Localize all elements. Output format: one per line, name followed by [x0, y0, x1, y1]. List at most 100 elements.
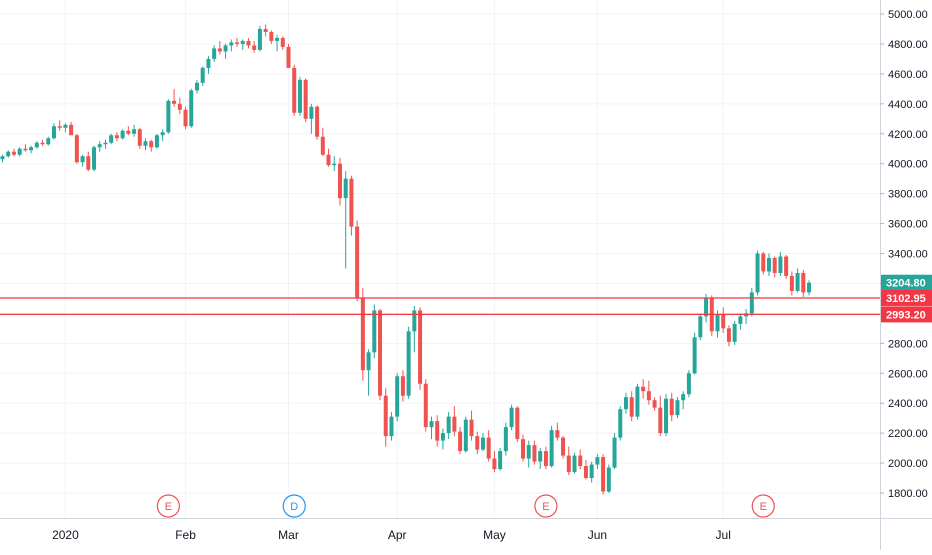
candle[interactable] — [309, 103, 314, 134]
candle[interactable] — [452, 406, 457, 437]
candle[interactable] — [297, 76, 302, 116]
candle[interactable] — [652, 397, 657, 411]
candle[interactable] — [63, 123, 68, 133]
event-marker[interactable]: E — [156, 494, 180, 518]
candle[interactable] — [149, 139, 154, 152]
candle[interactable] — [509, 404, 514, 431]
candle[interactable] — [80, 154, 85, 167]
candle[interactable] — [292, 64, 297, 116]
candle[interactable] — [406, 326, 411, 399]
candle[interactable] — [34, 141, 39, 149]
candle[interactable] — [46, 136, 51, 146]
candle[interactable] — [543, 446, 548, 470]
candle[interactable] — [778, 252, 783, 276]
candle[interactable] — [126, 126, 131, 136]
candle[interactable] — [29, 145, 34, 154]
candle[interactable] — [475, 431, 480, 455]
candle[interactable] — [789, 271, 794, 296]
candle[interactable] — [17, 147, 22, 157]
candle[interactable] — [755, 250, 760, 296]
candle[interactable] — [137, 127, 142, 149]
candle[interactable] — [252, 40, 257, 53]
candle[interactable] — [355, 220, 360, 302]
candle[interactable] — [606, 464, 611, 493]
candle[interactable] — [623, 392, 628, 414]
candle[interactable] — [326, 148, 331, 167]
candle[interactable] — [807, 280, 812, 296]
candle[interactable] — [11, 148, 16, 157]
candle[interactable] — [635, 383, 640, 420]
candle[interactable] — [801, 269, 806, 297]
candle[interactable] — [469, 410, 474, 441]
candle[interactable] — [166, 99, 171, 134]
candle[interactable] — [86, 151, 91, 172]
candle[interactable] — [521, 434, 526, 462]
candle[interactable] — [440, 428, 445, 450]
event-marker[interactable]: E — [751, 494, 775, 518]
candle[interactable] — [235, 37, 240, 47]
candle[interactable] — [240, 39, 245, 50]
candle[interactable] — [458, 427, 463, 455]
candle[interactable] — [435, 415, 440, 447]
candle[interactable] — [549, 425, 554, 468]
candle[interactable] — [395, 373, 400, 422]
candle[interactable] — [532, 440, 537, 465]
candle[interactable] — [686, 370, 691, 398]
candle[interactable] — [795, 268, 800, 293]
candle[interactable] — [349, 175, 354, 236]
candle[interactable] — [578, 449, 583, 470]
candle[interactable] — [555, 422, 560, 441]
candle[interactable] — [658, 395, 663, 437]
candle[interactable] — [692, 332, 697, 375]
candle[interactable] — [263, 24, 268, 37]
candle[interactable] — [641, 379, 646, 399]
candle[interactable] — [189, 88, 194, 128]
candle[interactable] — [40, 139, 45, 146]
candle[interactable] — [646, 380, 651, 405]
candle[interactable] — [69, 121, 74, 136]
candle[interactable] — [200, 66, 205, 86]
candle[interactable] — [269, 30, 274, 44]
candle[interactable] — [172, 88, 177, 107]
candle[interactable] — [23, 144, 28, 152]
candle[interactable] — [360, 287, 365, 381]
candle[interactable] — [57, 120, 62, 131]
candle[interactable] — [378, 308, 383, 401]
candle[interactable] — [366, 349, 371, 396]
candle[interactable] — [561, 436, 566, 459]
candle[interactable] — [726, 325, 731, 347]
candle[interactable] — [664, 394, 669, 437]
candle[interactable] — [280, 36, 285, 50]
candle[interactable] — [589, 461, 594, 483]
candle[interactable] — [246, 37, 251, 49]
candle[interactable] — [749, 287, 754, 317]
candle[interactable] — [372, 304, 377, 359]
candle[interactable] — [761, 252, 766, 275]
candle[interactable] — [343, 171, 348, 269]
candle[interactable] — [194, 79, 199, 94]
candle[interactable] — [480, 433, 485, 452]
candle[interactable] — [0, 154, 5, 163]
candle[interactable] — [612, 433, 617, 470]
candle[interactable] — [423, 379, 428, 432]
candle[interactable] — [315, 105, 320, 140]
candle[interactable] — [92, 145, 97, 172]
candle[interactable] — [337, 157, 342, 206]
candle[interactable] — [618, 406, 623, 441]
candle[interactable] — [721, 307, 726, 333]
candle[interactable] — [595, 454, 600, 470]
candle[interactable] — [486, 430, 491, 462]
candle[interactable] — [629, 391, 634, 422]
candle[interactable] — [143, 138, 148, 151]
candle[interactable] — [332, 156, 337, 172]
candle[interactable] — [383, 388, 388, 447]
candle[interactable] — [114, 132, 119, 142]
candle[interactable] — [320, 127, 325, 157]
candle[interactable] — [412, 305, 417, 353]
candle[interactable] — [177, 97, 182, 115]
candle[interactable] — [97, 141, 102, 152]
candle[interactable] — [463, 416, 468, 453]
event-marker[interactable]: E — [534, 494, 558, 518]
candle[interactable] — [51, 123, 56, 140]
candle[interactable] — [286, 43, 291, 68]
